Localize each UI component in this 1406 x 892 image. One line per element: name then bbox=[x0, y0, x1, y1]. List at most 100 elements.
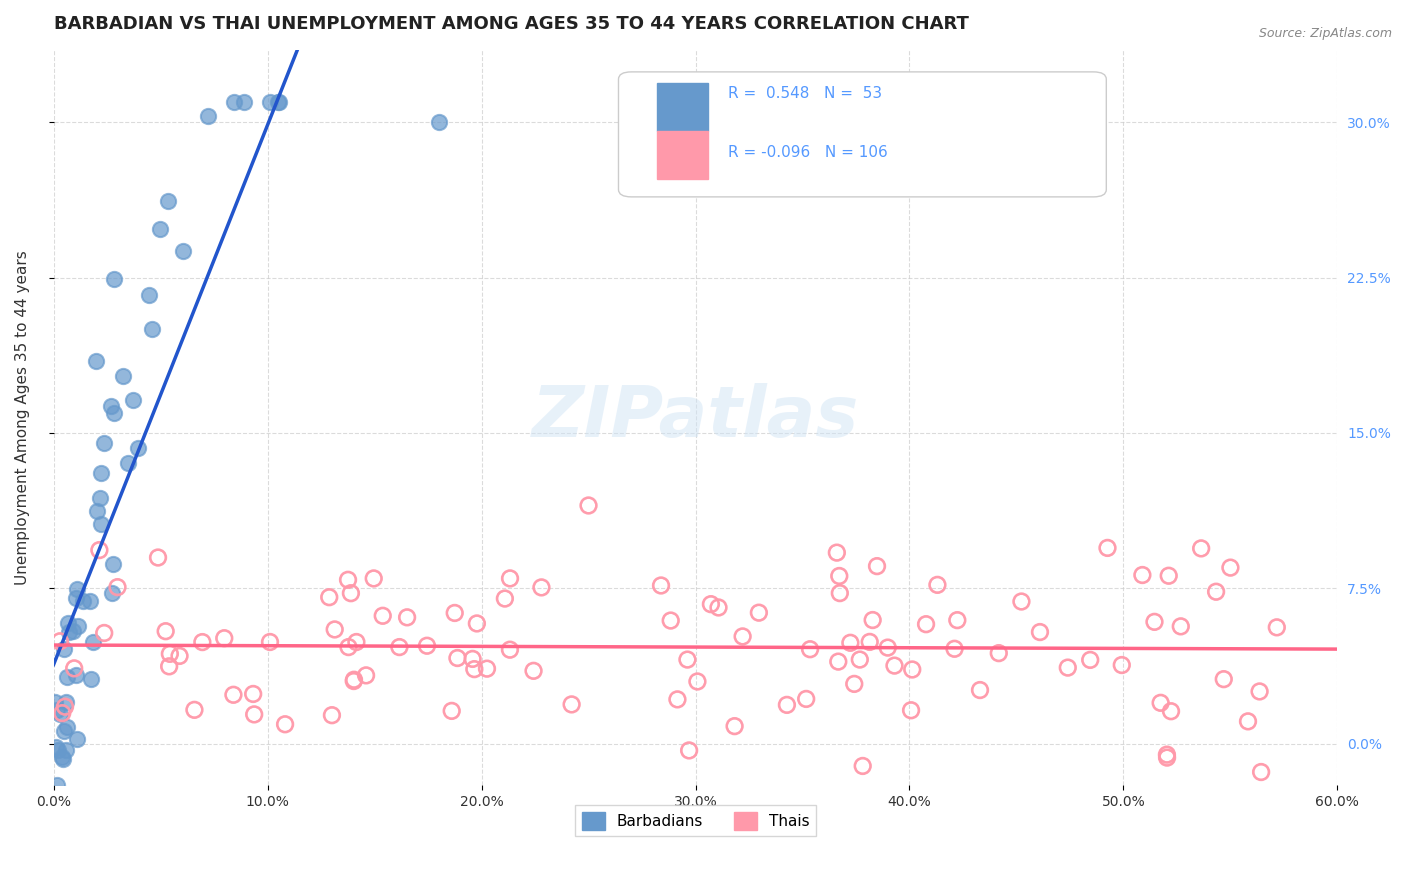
Point bbox=[1029, 625, 1052, 640]
Point bbox=[46, 743, 69, 757]
Point bbox=[80, 672, 103, 686]
Point bbox=[191, 635, 214, 649]
Text: ZIPatlas: ZIPatlas bbox=[531, 383, 859, 452]
Point bbox=[499, 571, 522, 585]
Point bbox=[1157, 568, 1180, 582]
Point bbox=[243, 707, 266, 722]
Point bbox=[340, 586, 363, 600]
Point bbox=[49, 707, 72, 722]
Point bbox=[53, 642, 76, 657]
Point bbox=[866, 559, 889, 574]
Point bbox=[946, 613, 969, 627]
Point bbox=[45, 703, 67, 717]
Point bbox=[337, 640, 360, 654]
Point bbox=[354, 668, 377, 682]
Point bbox=[103, 272, 125, 286]
Point bbox=[52, 751, 75, 765]
Point bbox=[155, 624, 177, 639]
Point bbox=[93, 626, 115, 640]
Point bbox=[323, 623, 346, 637]
Point bbox=[927, 578, 949, 592]
Point bbox=[686, 674, 709, 689]
Point bbox=[337, 573, 360, 587]
Point bbox=[146, 550, 169, 565]
Point bbox=[799, 642, 821, 657]
Point bbox=[191, 635, 214, 649]
Point bbox=[1156, 750, 1178, 764]
Point bbox=[828, 569, 851, 583]
Point bbox=[876, 640, 898, 655]
Point bbox=[55, 695, 77, 709]
Point bbox=[340, 586, 363, 600]
Point bbox=[461, 652, 484, 666]
Point bbox=[522, 664, 544, 678]
Point bbox=[371, 608, 394, 623]
Point bbox=[707, 600, 730, 615]
Point bbox=[828, 569, 851, 583]
Point bbox=[62, 624, 84, 638]
Point bbox=[862, 613, 884, 627]
Point bbox=[169, 648, 191, 663]
Point bbox=[1132, 568, 1154, 582]
Point bbox=[844, 677, 866, 691]
Point bbox=[723, 719, 745, 733]
Point bbox=[222, 688, 245, 702]
Point bbox=[149, 222, 172, 236]
Point bbox=[63, 661, 86, 675]
Point bbox=[1078, 653, 1101, 667]
Point bbox=[1149, 696, 1171, 710]
Point bbox=[146, 550, 169, 565]
Point bbox=[157, 659, 180, 673]
Point bbox=[659, 614, 682, 628]
Point bbox=[499, 642, 522, 657]
Point bbox=[416, 639, 439, 653]
Point bbox=[155, 624, 177, 639]
Point bbox=[839, 636, 862, 650]
Point bbox=[700, 597, 723, 611]
Point bbox=[323, 623, 346, 637]
Point bbox=[839, 636, 862, 650]
Point bbox=[65, 668, 87, 682]
Point bbox=[440, 704, 463, 718]
Point bbox=[499, 642, 522, 657]
Point bbox=[51, 706, 73, 721]
Point bbox=[259, 95, 281, 109]
Point bbox=[343, 673, 366, 688]
Point bbox=[859, 635, 882, 649]
Point bbox=[1237, 714, 1260, 729]
Point bbox=[354, 668, 377, 682]
Point bbox=[499, 571, 522, 585]
Point bbox=[89, 543, 111, 558]
Point bbox=[53, 699, 76, 714]
Point bbox=[318, 591, 340, 605]
Point bbox=[46, 778, 69, 792]
Point bbox=[101, 586, 124, 600]
Point bbox=[876, 640, 898, 655]
Point bbox=[214, 631, 236, 645]
Point bbox=[107, 580, 129, 594]
Point bbox=[900, 703, 922, 717]
FancyBboxPatch shape bbox=[619, 72, 1107, 197]
Point bbox=[1156, 747, 1178, 762]
Point bbox=[197, 109, 219, 123]
Point bbox=[650, 578, 672, 592]
Y-axis label: Unemployment Among Ages 35 to 44 years: Unemployment Among Ages 35 to 44 years bbox=[15, 250, 30, 585]
Point bbox=[66, 619, 89, 633]
Point bbox=[707, 600, 730, 615]
Point bbox=[443, 606, 465, 620]
Point bbox=[461, 652, 484, 666]
Point bbox=[1250, 764, 1272, 779]
Point bbox=[578, 499, 600, 513]
Point bbox=[321, 708, 343, 723]
Point bbox=[862, 613, 884, 627]
Point bbox=[676, 652, 699, 666]
Bar bbox=[657, 131, 709, 178]
Point bbox=[243, 707, 266, 722]
Point bbox=[157, 659, 180, 673]
Point bbox=[44, 695, 66, 709]
Point bbox=[107, 580, 129, 594]
Point bbox=[63, 661, 86, 675]
Point bbox=[530, 581, 553, 595]
Point bbox=[446, 651, 468, 665]
Point bbox=[1156, 750, 1178, 764]
